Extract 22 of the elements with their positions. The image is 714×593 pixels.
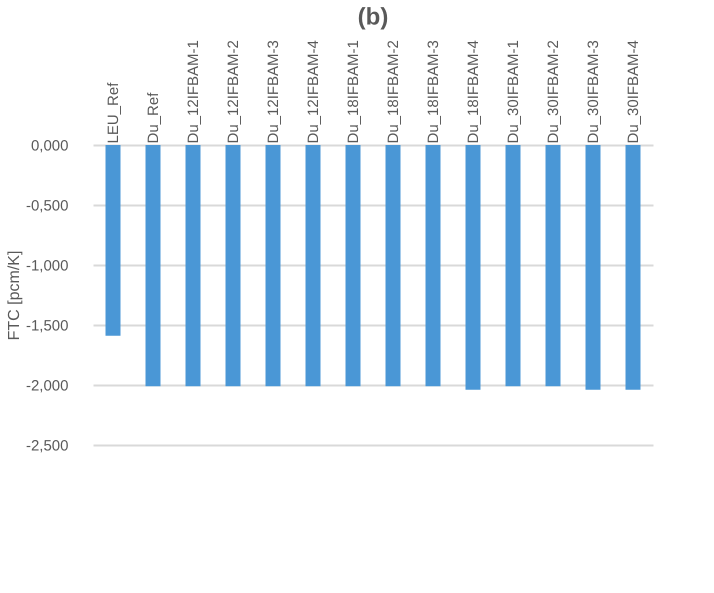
- x-tick-label: Du_18IFBAM-4: [465, 40, 482, 144]
- x-tick-label: Du_18IFBAM-1: [345, 40, 362, 144]
- x-tick-label: Du_12IFBAM-2: [225, 40, 242, 144]
- x-tick-label: Du_30IFBAM-2: [545, 40, 562, 144]
- x-tick-label: Du_30IFBAM-4: [625, 40, 642, 144]
- x-tick-label: Du_Ref: [145, 92, 162, 144]
- y-tick-label: -0,500: [26, 198, 68, 214]
- y-tick-label: -1,000: [26, 258, 68, 274]
- x-tick-label: Du_18IFBAM-2: [385, 40, 402, 144]
- x-tick-label: Du_12IFBAM-1: [185, 40, 202, 144]
- y-axis-title: FTC [pcm/K]: [6, 250, 23, 340]
- x-tick-label: LEU_Ref: [105, 82, 122, 144]
- y-tick-label: -1,500: [26, 318, 68, 334]
- x-tick-label: Du_30IFBAM-3: [585, 40, 602, 144]
- x-tick-label: Du_30IFBAM-1: [505, 40, 522, 144]
- x-tick-label: Du_12IFBAM-4: [305, 40, 322, 144]
- y-tick-label: 0,000: [30, 138, 68, 154]
- x-tick-label: Du_18IFBAM-3: [425, 40, 442, 144]
- x-tick-label: Du_12IFBAM-3: [265, 40, 282, 144]
- chart-title: (b): [358, 4, 388, 31]
- y-tick-label: -2,500: [26, 438, 68, 454]
- y-tick-label: -2,000: [26, 378, 68, 394]
